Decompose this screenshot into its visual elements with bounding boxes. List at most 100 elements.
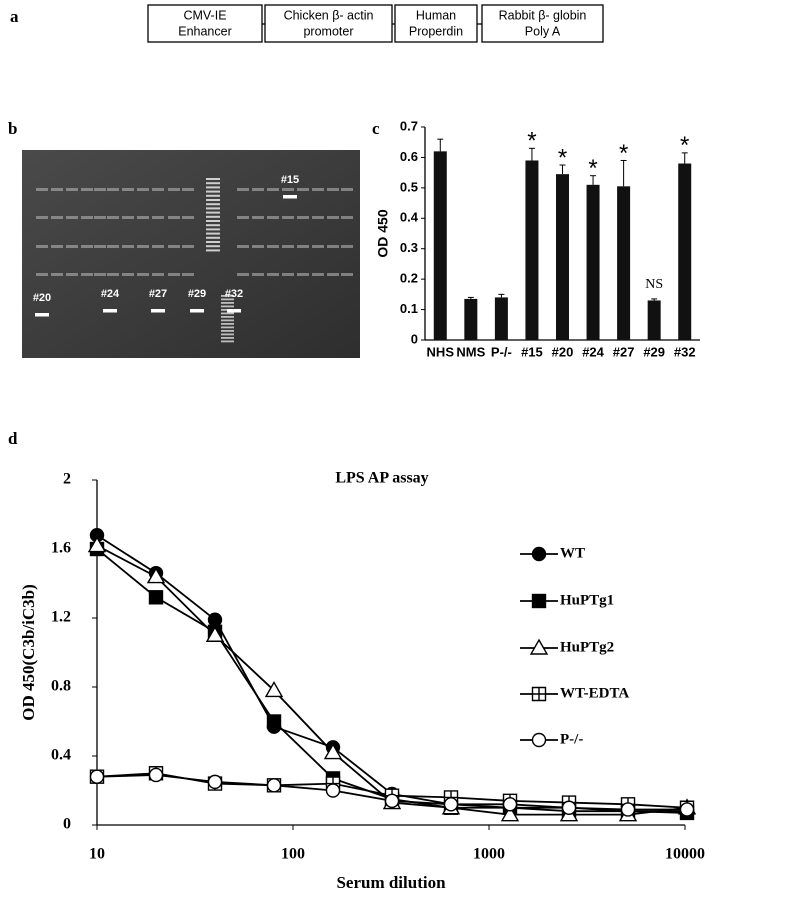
x-tick-label: 10 xyxy=(89,846,105,863)
x-tick-label: #20 xyxy=(552,344,574,359)
gel-band xyxy=(341,245,353,248)
gel-band xyxy=(36,245,48,248)
ladder-band xyxy=(206,215,220,218)
ladder-band xyxy=(206,182,220,185)
ladder-band xyxy=(221,323,234,325)
bar xyxy=(678,163,692,340)
marker xyxy=(146,567,166,584)
gel-band xyxy=(327,273,339,276)
x-tick-label: 10000 xyxy=(665,846,705,863)
y-tick-label: 0.3 xyxy=(400,240,418,255)
y-tick-label: 0.1 xyxy=(400,301,418,316)
gel-band xyxy=(152,216,164,219)
legend-marker xyxy=(531,546,547,562)
construct-label: Properdin xyxy=(409,24,463,38)
target-band xyxy=(103,309,117,313)
gel-band xyxy=(182,273,194,276)
gel-band xyxy=(94,216,106,219)
lane-label: #32 xyxy=(225,288,243,300)
gel-band xyxy=(36,273,48,276)
ladder-band xyxy=(221,295,234,297)
lane-label: #20 xyxy=(33,292,51,304)
gel-band xyxy=(252,216,264,219)
marker xyxy=(561,800,577,815)
bar xyxy=(525,160,539,340)
marker xyxy=(205,625,225,642)
gel-band xyxy=(312,188,324,191)
y-tick-label: 1.6 xyxy=(51,540,71,557)
gel-band xyxy=(66,188,78,191)
x-tick-label: #15 xyxy=(521,344,543,359)
x-tick-label: #24 xyxy=(582,344,604,359)
gel-band xyxy=(237,216,249,219)
bar xyxy=(464,298,478,340)
ladder-band xyxy=(206,224,220,227)
legend-label: WT xyxy=(560,545,585,561)
gel-image xyxy=(22,150,360,358)
gel-band xyxy=(107,245,119,248)
y-tick-label: 0.2 xyxy=(400,271,418,286)
construct-diagram: CMV-IE Enhancer Chicken β- actin promoter Hu… xyxy=(147,4,604,43)
gel-band xyxy=(297,245,309,248)
gel-band xyxy=(51,245,63,248)
construct-label: CMV-IE xyxy=(183,8,226,22)
y-tick-label: 0.6 xyxy=(400,149,418,164)
panel-label: a xyxy=(10,7,19,26)
construct-label: Enhancer xyxy=(178,24,232,38)
x-tick-label: 100 xyxy=(281,846,305,863)
gel-band xyxy=(137,273,149,276)
lane-label: #29 xyxy=(188,288,206,300)
legend-label: WT-EDTA xyxy=(560,685,629,701)
y-tick-label: 0.8 xyxy=(51,678,71,695)
gel-band xyxy=(81,188,93,191)
ladder-band xyxy=(206,207,220,210)
ladder-band xyxy=(221,302,234,304)
gel-band xyxy=(297,188,309,191)
gel-band xyxy=(327,245,339,248)
gel-band xyxy=(252,273,264,276)
gel-band xyxy=(122,245,134,248)
gel-band xyxy=(282,245,294,248)
marker xyxy=(325,783,341,798)
marker xyxy=(620,802,636,817)
series-line xyxy=(96,544,688,816)
marker xyxy=(207,774,223,790)
gel-band xyxy=(122,216,134,219)
marker xyxy=(148,590,164,605)
marker xyxy=(266,714,282,729)
legend-label: HuPTg1 xyxy=(560,592,614,608)
legend-label: HuPTg2 xyxy=(560,639,614,655)
gel-band xyxy=(252,188,264,191)
gel-band xyxy=(66,216,78,219)
gel-band xyxy=(182,245,194,248)
gel-band xyxy=(267,216,279,219)
gel-band xyxy=(297,273,309,276)
target-band xyxy=(151,309,165,313)
gel-band xyxy=(107,216,119,219)
significance-label: * xyxy=(588,155,597,182)
marker xyxy=(266,778,282,793)
ladder-band xyxy=(206,228,220,231)
panel-label: b xyxy=(8,119,17,138)
construct-label: Poly A xyxy=(525,24,561,38)
gel-band xyxy=(312,216,324,219)
ladder-band xyxy=(206,211,220,214)
gel-band xyxy=(94,273,106,276)
ladder-band xyxy=(221,330,234,332)
gel-band xyxy=(182,216,194,219)
ladder-band xyxy=(206,199,220,201)
marker xyxy=(207,612,223,627)
ladder-band xyxy=(206,236,220,239)
x-axis-label: Serum dilution xyxy=(336,873,446,892)
gel-band xyxy=(237,188,249,191)
ladder-band xyxy=(221,333,234,336)
gel-band xyxy=(237,245,249,248)
x-tick-label: P-/- xyxy=(491,344,512,359)
gel-band xyxy=(282,216,294,219)
gel-band xyxy=(107,188,119,191)
chart-title: LPS AP assay xyxy=(335,470,428,487)
y-tick-label: 2 xyxy=(63,471,71,488)
y-tick-label: 0.4 xyxy=(51,747,71,764)
legend-marker xyxy=(529,638,549,655)
gel-band xyxy=(137,188,149,191)
